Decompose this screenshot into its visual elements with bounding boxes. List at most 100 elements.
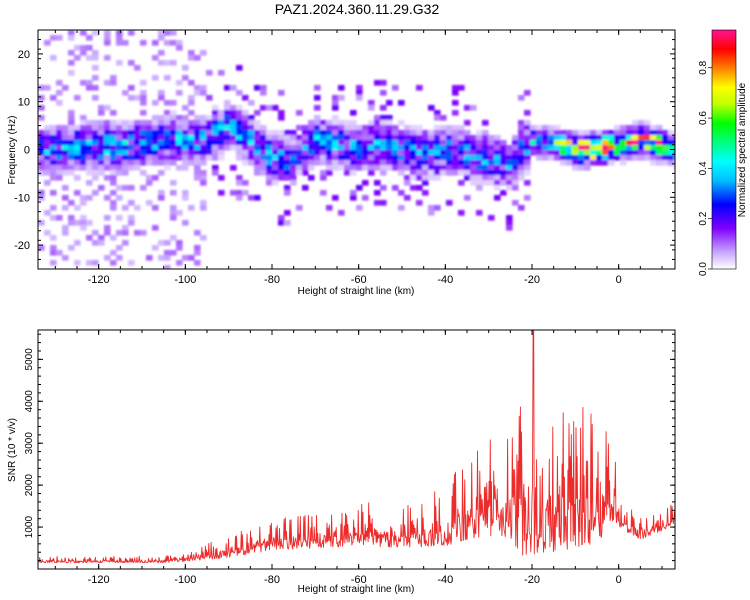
heatmap-cell [578,155,585,161]
heatmap-cell [134,125,141,131]
heatmap-cell [500,170,507,176]
heatmap-cell [578,145,585,151]
heatmap-cell [86,85,93,91]
heatmap-cell [344,155,351,161]
heatmap-cell [116,215,123,221]
heatmap-cell [458,150,465,156]
heatmap-cell [272,170,279,176]
heatmap-cell [230,125,237,131]
heatmap-cell [362,145,369,151]
heatmap-cell [104,225,111,231]
heatmap-cell [488,160,495,166]
heatmap-cell [650,160,657,166]
heatmap-cell [596,150,603,156]
heatmap-cell [644,130,651,136]
heatmap-cell [374,155,381,161]
heatmap-cell [542,130,549,136]
heatmap-cell [224,115,231,121]
heatmap-cell [206,140,213,146]
heatmap-cell [464,165,471,171]
heatmap-cell [296,110,303,116]
heatmap-cell [266,130,273,136]
heatmap-cell [350,190,357,196]
heatmap-cell [578,165,585,171]
heatmap-cell [344,140,351,146]
snr-x-axis-label: Height of straight line (km) [298,584,415,595]
heatmap-cell [338,155,345,161]
heatmap-cell [158,140,165,146]
heatmap-cell [440,125,447,131]
heatmap-cell [590,150,597,156]
heatmap-cell [86,235,93,241]
heatmap-cell [176,130,183,136]
heatmap-cell [314,155,321,161]
heatmap-cell [218,110,225,116]
heatmap-cell [428,150,435,156]
heatmap-cell [212,120,219,126]
heatmap-cell [182,120,189,126]
heatmap-cell [68,245,75,251]
heatmap-cell [530,130,537,136]
heatmap-cell [92,140,99,146]
heatmap-cell [110,130,117,136]
heatmap-cell [596,155,603,161]
heatmap-cell [176,40,183,46]
heatmap-cell [458,160,465,166]
heatmap-cell [272,130,279,136]
heatmap-cell [92,135,99,141]
heatmap-cell [410,155,417,161]
heatmap-cell [92,260,99,266]
heatmap-cell [380,135,387,141]
heatmap-cell [62,135,69,141]
heatmap-cell [392,185,399,191]
heatmap-cell [176,155,183,161]
heatmap-cell [152,40,159,46]
heatmap-cell [68,150,75,156]
heatmap-cell [158,60,165,66]
heatmap-cell [152,225,159,231]
heatmap-cell [392,145,399,151]
heatmap-cell [140,140,147,146]
heatmap-cell [356,165,363,171]
heatmap-cell [254,195,261,201]
heatmap-cell [350,120,357,126]
heatmap-cell [284,165,291,171]
heatmap-cell [116,195,123,201]
heatmap-cell [128,135,135,141]
heatmap-cell [356,125,363,131]
heatmap-cell [170,140,177,146]
heatmap-cell [422,140,429,146]
heatmap-cell [554,125,561,131]
heatmap-cell [452,150,459,156]
heatmap-cell [590,145,597,151]
heatmap-cell [440,115,447,121]
heatmap-cell [338,85,345,91]
heatmap-cell [146,160,153,166]
heatmap-cell [494,195,501,201]
heatmap-cell [416,200,423,206]
heatmap-cell [74,175,81,181]
heatmap-cell [170,210,177,216]
heatmap-cell [506,165,513,171]
heatmap-cell [458,210,465,216]
heatmap-cell [110,80,117,86]
heatmap-cell [464,105,471,111]
heatmap-cell [170,250,177,256]
heatmap-cell [386,155,393,161]
heatmap-cell [176,90,183,96]
heatmap-cell [140,130,147,136]
heatmap-cell [146,130,153,136]
heatmap-cell [512,185,519,191]
spectrogram-x-tick-label: -100 [174,274,196,286]
heatmap-cell [386,125,393,131]
heatmap-cell [50,165,57,171]
heatmap-cell [620,150,627,156]
heatmap-cell [482,170,489,176]
heatmap-cell [242,115,249,121]
heatmap-cell [374,140,381,146]
heatmap-cell [404,150,411,156]
heatmap-cell [452,90,459,96]
heatmap-cell [386,140,393,146]
heatmap-cell [440,145,447,151]
heatmap-cell [128,85,135,91]
